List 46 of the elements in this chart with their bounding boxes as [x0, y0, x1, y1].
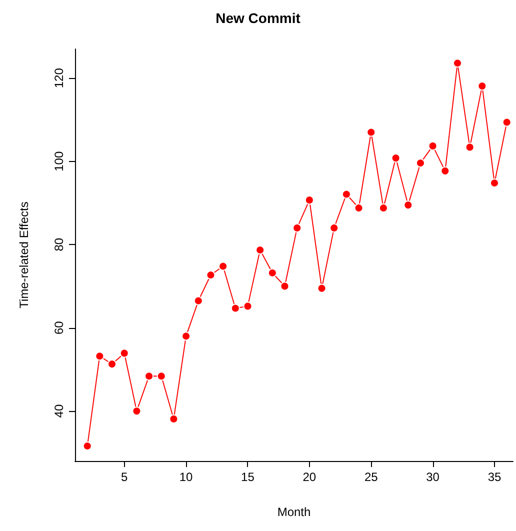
y-axis-title: Time-related Effects: [17, 202, 31, 308]
point: [243, 302, 252, 311]
point: [440, 166, 450, 176]
point: [330, 223, 339, 232]
point: [108, 360, 117, 369]
point: [268, 268, 277, 278]
x-tick-label: 35: [488, 470, 502, 484]
point: [465, 142, 474, 152]
y-tick-label: 60: [52, 320, 66, 335]
point: [478, 82, 487, 91]
point: [280, 282, 290, 291]
point: [169, 414, 178, 424]
y-tick-label: 120: [52, 68, 66, 88]
point: [132, 406, 142, 416]
point: [95, 352, 104, 361]
point: [194, 296, 203, 306]
x-tick-label: 10: [179, 470, 194, 484]
point: [256, 246, 265, 255]
x-axis-title: Month: [277, 505, 311, 519]
point: [292, 223, 302, 232]
y-tick-label: 80: [52, 238, 66, 252]
point: [391, 154, 400, 163]
point: [230, 304, 240, 313]
point: [366, 128, 376, 137]
point: [490, 178, 499, 188]
point: [378, 203, 388, 212]
x-tick-label: 15: [241, 470, 255, 484]
point: [342, 190, 351, 199]
point: [144, 372, 154, 381]
point: [156, 372, 166, 381]
y-tick-label: 40: [52, 404, 66, 418]
point: [317, 284, 326, 293]
point: [502, 118, 512, 127]
x-tick-label: 20: [302, 470, 316, 484]
point: [404, 200, 413, 210]
x-tick-label: 30: [426, 470, 440, 484]
point: [304, 196, 314, 205]
x-tick-label: 5: [121, 470, 128, 484]
point: [354, 203, 364, 212]
y-tick-label: 100: [52, 151, 66, 172]
point: [218, 262, 228, 271]
x-tick-label: 25: [364, 470, 378, 484]
chart-title: New Commit: [216, 10, 301, 26]
point: [182, 332, 191, 341]
point: [428, 141, 438, 150]
point: [120, 348, 129, 358]
